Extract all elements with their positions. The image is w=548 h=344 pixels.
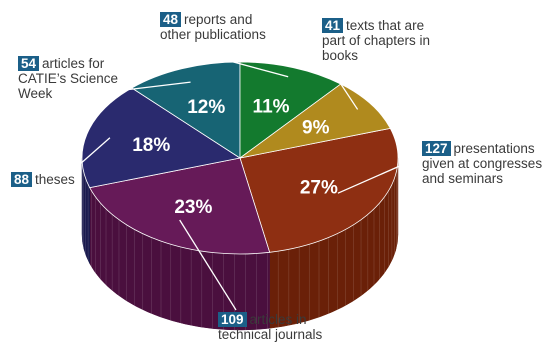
pct-label: 11% [253, 97, 290, 118]
pie-sides [81, 157, 399, 331]
callout-text: theses [35, 172, 75, 187]
callout-reports: 48 reports and other publications [160, 12, 285, 42]
callout-text: texts that are part of chapters in books [322, 18, 431, 63]
leader-line [107, 81, 191, 93]
callout-text: articles for CATIE’s Science Week [18, 56, 119, 101]
pie-slice [89, 157, 271, 255]
callout-text: articles in technical journals [218, 312, 323, 342]
count-badge: 41 [322, 18, 344, 33]
callout-presentations: 127 presentations given at congresses and… [422, 141, 547, 186]
callout-text: reports and other publications [160, 12, 266, 42]
callout-journal-articles: 109 articles in technical journals [218, 312, 338, 342]
pct-label: 23% [174, 197, 212, 218]
callout-book-chapters: 41 texts that are part of chapters in boo… [322, 18, 437, 63]
pie-slice [81, 87, 242, 189]
leader-line [324, 59, 359, 110]
callout-theses: 88 theses [11, 172, 91, 187]
pie-top [81, 61, 399, 255]
count-badge: 109 [218, 312, 247, 327]
count-badge: 48 [160, 12, 182, 27]
callout-science-week: 54 articles for CATIE’s Science Week [18, 56, 126, 101]
leader-line [179, 219, 237, 311]
leader-line [225, 59, 289, 78]
count-badge: 54 [18, 56, 40, 71]
pct-label: 9% [302, 118, 330, 139]
pie-labels: 27% 23% 18% 12% 11% 9% [61, 59, 419, 311]
pie-slice [239, 127, 399, 253]
pct-label: 12% [187, 97, 225, 118]
pct-label: 27% [300, 177, 338, 198]
count-badge: 127 [422, 141, 451, 156]
callout-text: presentations given at congresses and se… [422, 141, 543, 186]
leader-line [337, 157, 419, 194]
count-badge: 88 [11, 172, 33, 187]
pct-label: 18% [132, 135, 170, 156]
leader-line [61, 137, 111, 181]
pie-slice [239, 61, 342, 159]
